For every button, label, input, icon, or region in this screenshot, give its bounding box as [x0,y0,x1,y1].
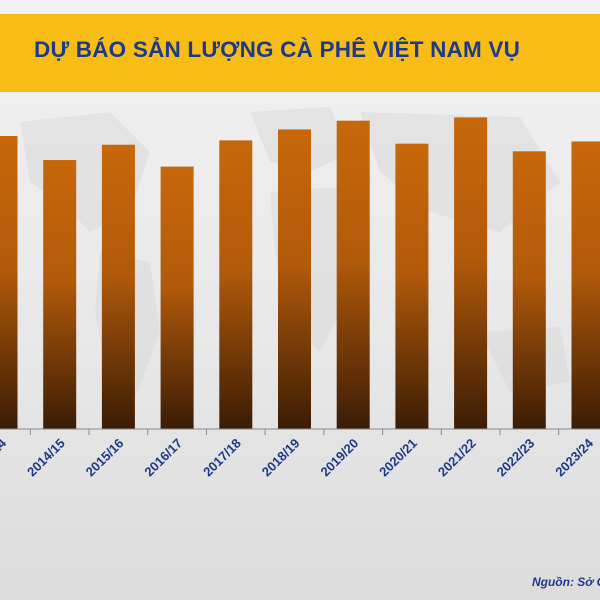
x-tick-label: 2013/14 [0,435,10,479]
x-tick-label: 2015/16 [83,436,127,480]
bar-2023-24 [571,141,600,429]
bar-2016-17 [160,166,194,429]
x-tick-label: 2018/19 [259,436,303,480]
x-tick-label: 2019/20 [317,436,361,480]
bar-2020-21 [395,143,429,429]
bar-2018-19 [278,129,311,429]
x-tick-label: 2022/23 [494,436,538,480]
chart-title: DỰ BÁO SẢN LƯỢNG CÀ PHÊ VIỆT NAM VỤ [34,37,521,62]
x-tick-label: 2016/17 [141,436,185,480]
x-tick-label: 2014/15 [24,436,68,480]
x-tick-label: 2021/22 [435,436,479,480]
x-tick-label: 2020/21 [376,436,420,480]
source-note: Nguồn: Sở G [531,575,600,589]
x-tick-label: 2023/24 [552,435,596,479]
x-tick-label: 2017/18 [200,436,244,480]
bar-2014-15 [43,160,77,430]
bar-2015-16 [101,144,135,429]
bar-2021-22 [454,117,488,430]
bar-2019-20 [336,120,370,430]
bar-2022-23 [512,151,546,429]
title-banner [0,14,600,92]
bar-2013-14 [0,135,18,429]
bar-2017-18 [219,140,253,430]
